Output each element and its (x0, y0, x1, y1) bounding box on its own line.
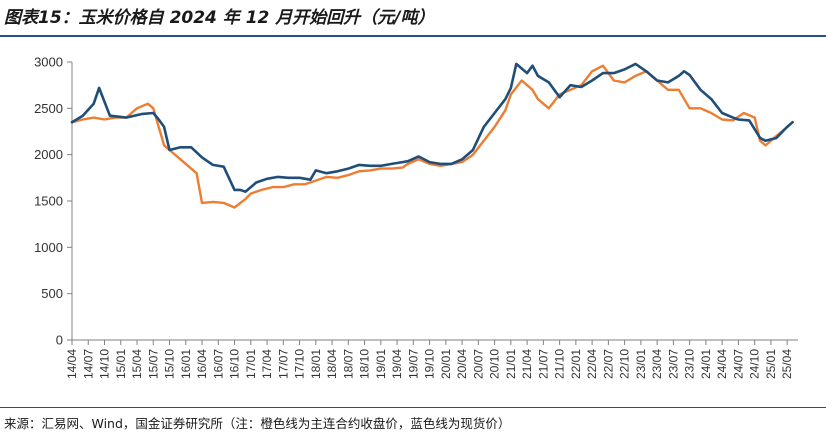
x-tick-label: 14/07 (81, 349, 95, 379)
x-tick-label: 19/07 (406, 349, 420, 379)
x-tick-label: 16/01 (179, 349, 193, 379)
x-tick-label: 24/10 (748, 349, 762, 379)
y-tick-label: 3000 (34, 55, 63, 70)
x-tick-label: 21/10 (553, 349, 567, 379)
x-tick-label: 15/07 (146, 349, 160, 379)
x-tick-label: 15/04 (130, 349, 144, 379)
x-tick-label: 17/10 (293, 349, 307, 379)
y-axis: 0 500 1000 1500 2000 2500 3000 (34, 55, 73, 348)
x-tick-label: 22/04 (585, 349, 599, 379)
x-tick-label: 16/04 (195, 349, 209, 379)
x-tick-label: 24/01 (699, 349, 713, 379)
x-tick-label: 18/04 (325, 349, 339, 379)
x-tick-label: 17/07 (276, 349, 290, 379)
x-tick-label: 23/04 (650, 349, 664, 379)
y-tick-label: 1500 (34, 194, 63, 209)
x-tick-label: 25/01 (764, 349, 778, 379)
x-tick-label: 25/04 (780, 349, 794, 379)
y-tick-label: 1000 (34, 240, 63, 255)
x-tick-label: 22/07 (601, 349, 615, 379)
x-tick-label: 20/04 (455, 349, 469, 379)
x-tick-label: 24/07 (731, 349, 745, 379)
x-tick-label: 18/07 (341, 349, 355, 379)
y-tick-label: 2500 (34, 101, 63, 116)
x-tick-label: 17/04 (260, 349, 274, 379)
x-tick-label: 20/07 (471, 349, 485, 379)
source-divider (0, 407, 826, 408)
x-tick-label: 17/01 (244, 349, 258, 379)
x-tick-label: 14/10 (98, 349, 112, 379)
x-tick-label: 21/04 (520, 349, 534, 379)
y-tick-label: 0 (56, 333, 63, 348)
x-tick-label: 22/01 (569, 349, 583, 379)
x-tick-label: 23/07 (666, 349, 680, 379)
x-tick-label: 19/01 (374, 349, 388, 379)
line-chart: 0 500 1000 1500 2000 2500 3000 14/04 14/07 14/10… (34, 55, 798, 379)
x-tick-label: 16/10 (228, 349, 242, 379)
x-tick-label: 23/10 (683, 349, 697, 379)
x-tick-label: 22/10 (618, 349, 632, 379)
x-tick-label: 20/10 (488, 349, 502, 379)
futures-close-line (70, 64, 794, 209)
x-tick-label: 19/10 (423, 349, 437, 379)
x-tick-label: 23/01 (634, 349, 648, 379)
x-tick-label: 15/01 (114, 349, 128, 379)
spot-price-line (70, 62, 794, 193)
source-note: 来源：汇易网、Wind，国金证券研究所（注：橙色线为主连合约收盘价，蓝色线为现货… (4, 416, 511, 431)
x-tick-label: 14/04 (65, 349, 79, 379)
x-tick-label: 16/07 (211, 349, 225, 379)
x-tick-label: 15/10 (163, 349, 177, 379)
y-tick-label: 2000 (34, 147, 63, 162)
x-tick-label: 24/04 (715, 349, 729, 379)
title-divider (0, 35, 826, 37)
x-tick-label: 18/01 (309, 349, 323, 379)
x-tick-label: 19/04 (390, 349, 404, 379)
chart-title: 图表15：玉米价格自 2024 年 12 月开始回升（元/吨） (4, 8, 435, 28)
x-tick-label: 18/10 (358, 349, 372, 379)
x-tick-label: 21/01 (504, 349, 518, 379)
x-tick-label: 21/07 (536, 349, 550, 379)
x-tick-label: 20/01 (439, 349, 453, 379)
y-tick-label: 500 (41, 286, 63, 301)
x-axis: 14/04 14/07 14/10 15/01 15/04 15/07 15/10 16/01… (65, 339, 798, 379)
series-layer (70, 62, 794, 209)
